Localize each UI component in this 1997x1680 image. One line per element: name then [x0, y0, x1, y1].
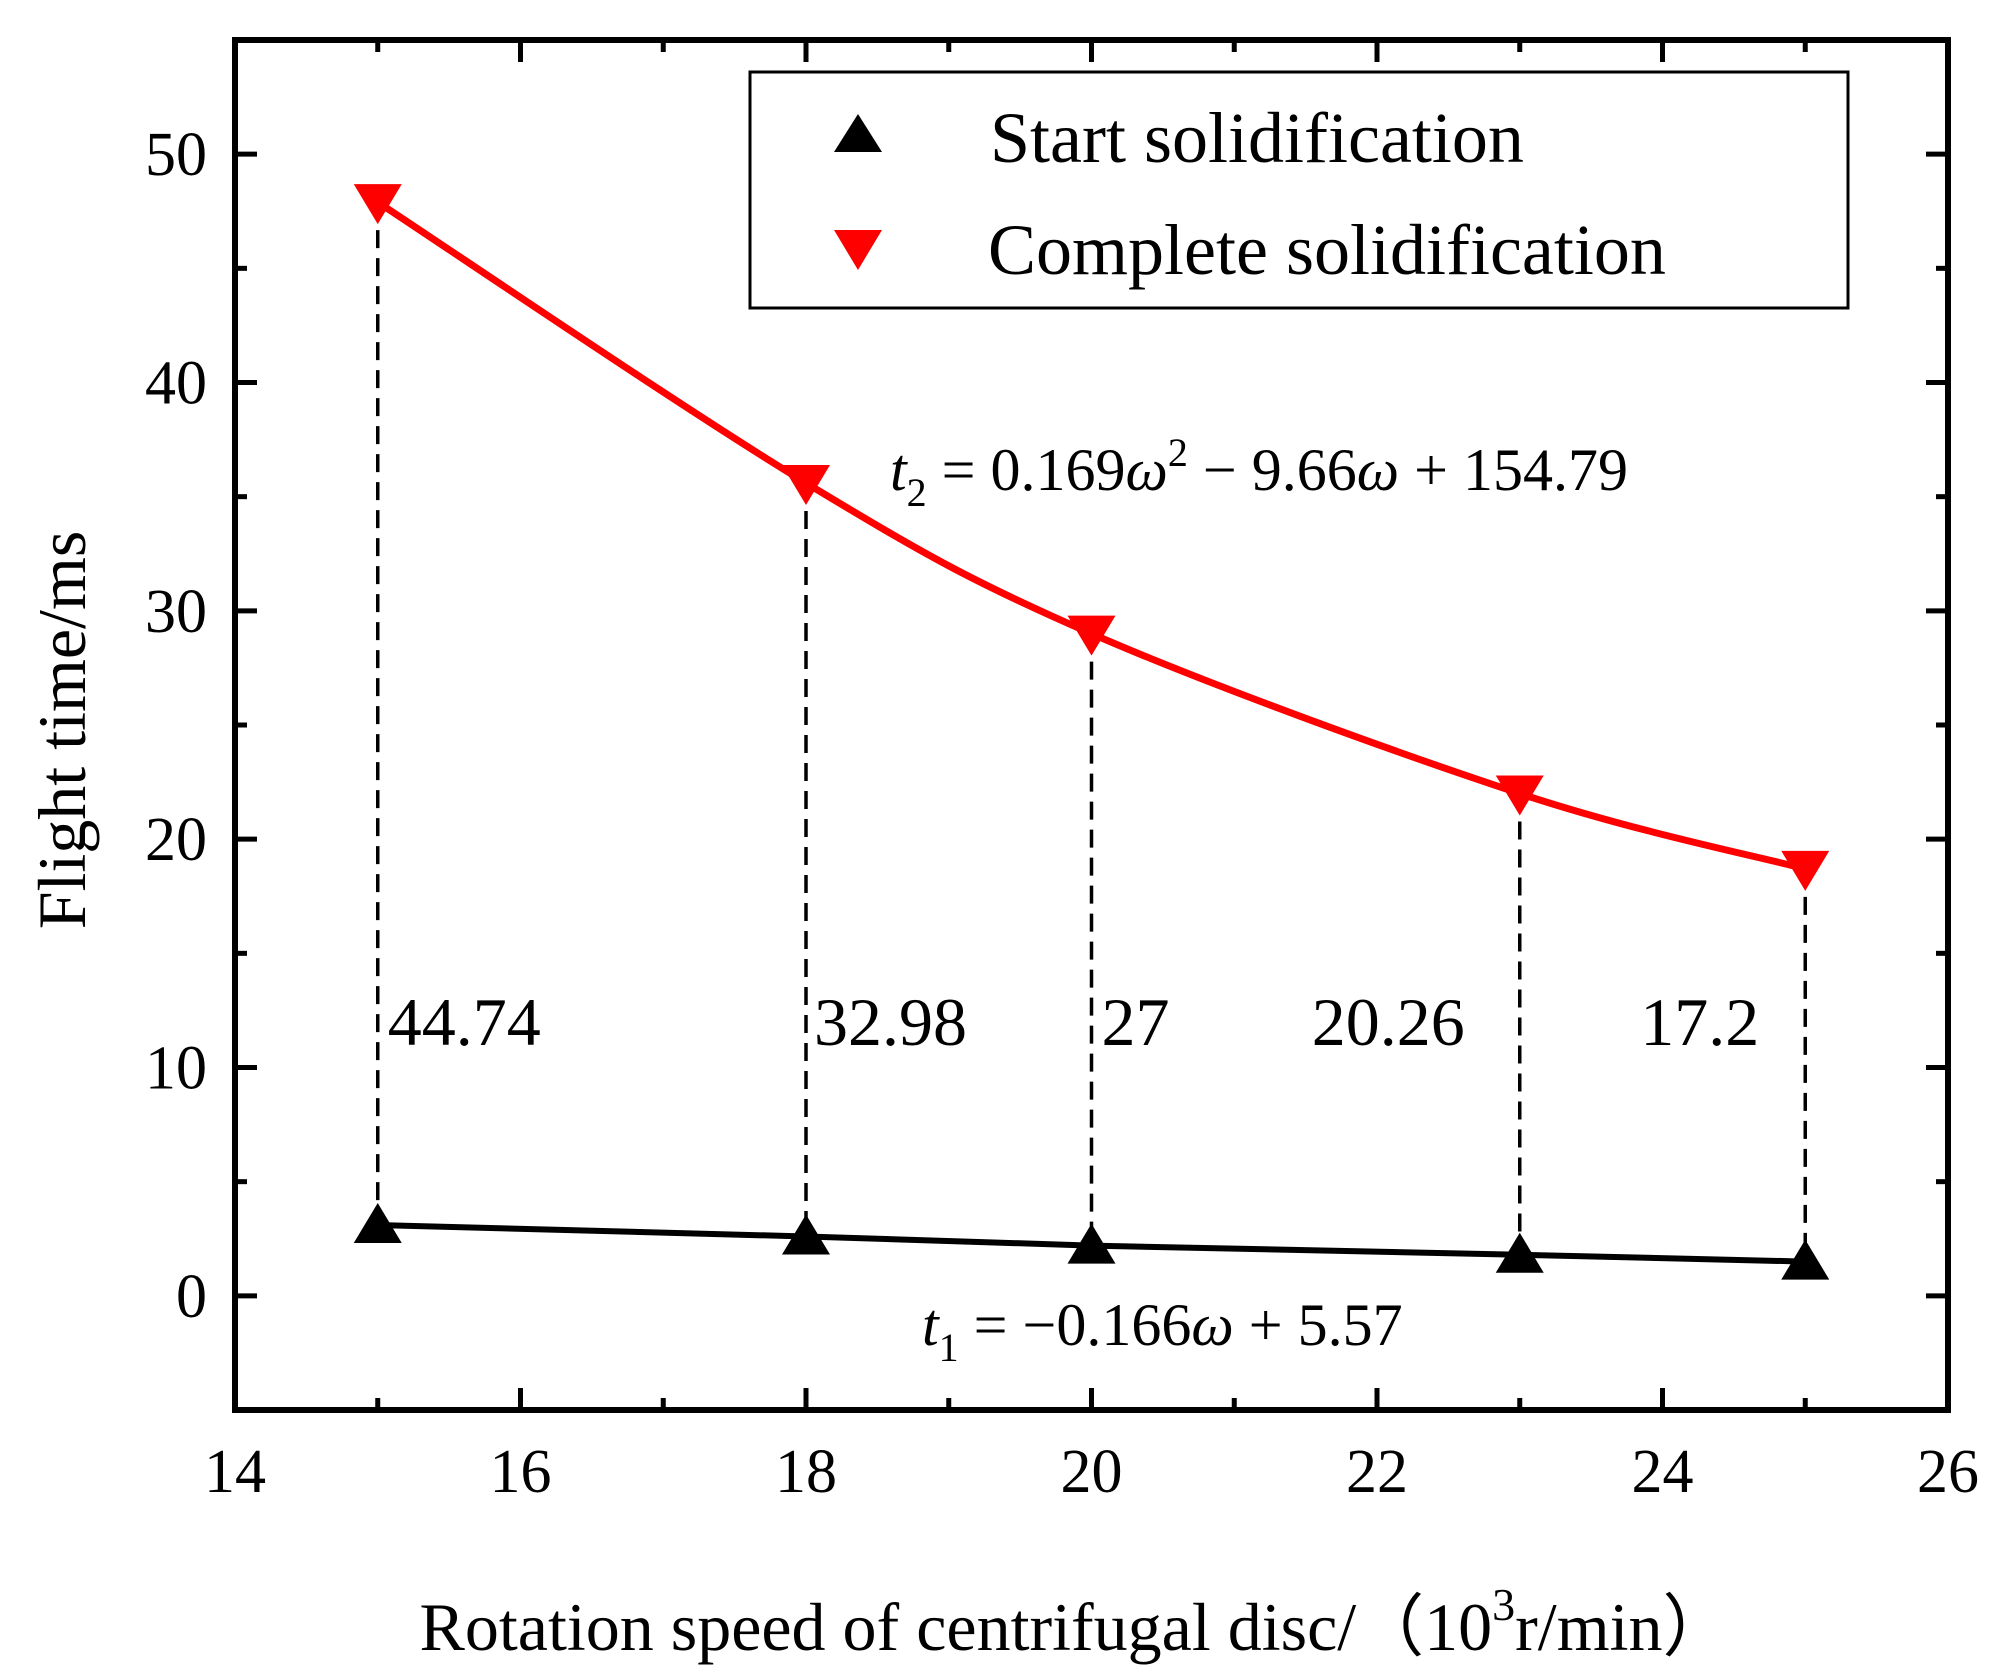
difference-label: 17.2	[1640, 984, 1759, 1060]
x-tick-label: 18	[775, 1438, 837, 1506]
x-tick-label: 16	[490, 1438, 552, 1506]
start-point-marker	[1495, 1232, 1544, 1273]
legend-box	[748, 70, 1850, 310]
x-tick-label: 26	[1917, 1438, 1979, 1506]
y-tick-label: 0	[176, 1263, 207, 1331]
y-tick-label: 50	[145, 121, 207, 189]
complete-point-marker	[1067, 615, 1116, 656]
y-tick-label: 20	[145, 806, 207, 874]
x-axis-title: Rotation speed of centrifugal disc/（103r…	[420, 1579, 1731, 1665]
y-tick-label: 30	[145, 578, 207, 646]
x-tick-label: 22	[1346, 1438, 1408, 1506]
complete-point-marker	[782, 464, 830, 505]
axes	[232, 37, 1951, 1413]
difference-label: 20.26	[1312, 984, 1465, 1060]
legend: Start solidification Complete solidifica…	[748, 70, 1850, 310]
legend-marker-complete	[834, 230, 882, 270]
x-tick-label: 20	[1061, 1438, 1123, 1506]
complete-point-marker	[353, 184, 402, 225]
equation-t2: t2 = 0.169ω2 − 9.66ω + 154.79	[890, 430, 1628, 515]
complete-point-marker	[1781, 850, 1830, 891]
difference-label: 32.98	[814, 984, 967, 1060]
difference-guides	[376, 202, 1807, 1262]
x-tick-label: 24	[1632, 1438, 1694, 1506]
legend-marker-start	[834, 114, 882, 152]
y-tick-label: 10	[145, 1035, 207, 1103]
difference-label: 44.74	[388, 984, 541, 1060]
legend-label-start: Start solidification	[990, 98, 1524, 178]
complete-point-marker	[1495, 775, 1544, 816]
y-axis-title: Flight time/ms	[24, 531, 100, 930]
y-tick-label: 40	[145, 350, 207, 418]
x-tick-label: 14	[204, 1438, 266, 1506]
equation-t1: t1 = −0.166ω + 5.57	[922, 1292, 1403, 1370]
start-point-marker	[782, 1214, 830, 1255]
difference-label: 27	[1102, 984, 1170, 1060]
data-markers	[353, 184, 1830, 1280]
legend-label-complete: Complete solidification	[988, 210, 1666, 290]
labels: 14 16 18 20 22 24 26 0 10 20 30 40 50 44.74 32.98 27 20.…	[145, 121, 1979, 1506]
start-point-marker	[1067, 1223, 1116, 1264]
start-point-marker	[1781, 1239, 1830, 1280]
start-point-marker	[353, 1203, 402, 1244]
